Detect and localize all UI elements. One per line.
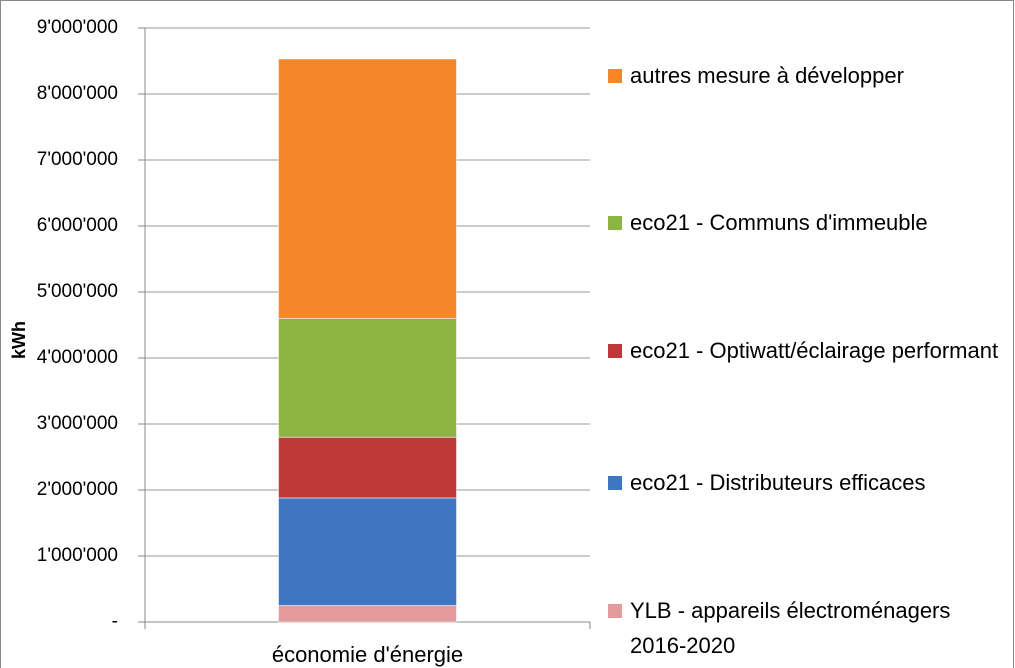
y-tick-label: 8'000'000 (37, 83, 118, 104)
y-tick-label: - (112, 611, 118, 632)
bar-segment (278, 317, 457, 438)
legend-label: autres mesure à développer (630, 63, 904, 88)
y-tick-label: 7'000'000 (37, 149, 118, 170)
legend-entry: YLB - appareils électroménagers 2016-202… (604, 593, 1004, 663)
legend-entry: eco21 - Distributeurs efficaces (604, 465, 1004, 500)
x-tick-label: économie d'énergie (272, 642, 463, 667)
y-tick-label: 1'000'000 (37, 545, 118, 566)
legend-label: eco21 - Optiwatt/éclairage performant (630, 338, 999, 363)
y-tick-label: 2'000'000 (37, 479, 118, 500)
legend-swatch (608, 604, 622, 618)
bar-segment (278, 436, 457, 499)
bar-segment (278, 605, 457, 623)
y-axis-label: kWh (9, 321, 29, 359)
bar-segment (278, 497, 457, 607)
y-tick-label: 3'000'000 (37, 413, 118, 434)
legend-entry: autres mesure à développer (604, 58, 1004, 93)
legend-swatch (608, 69, 622, 83)
legend-swatch (608, 344, 622, 358)
y-tick-label: 4'000'000 (37, 347, 118, 368)
legend-swatch (608, 476, 622, 490)
y-tick-label: 9'000'000 (37, 17, 118, 38)
y-tick-label: 5'000'000 (37, 281, 118, 302)
bar-segment (278, 58, 457, 319)
legend-swatch (608, 216, 622, 230)
legend-label: eco21 - Distributeurs efficaces (630, 470, 926, 495)
legend-label: eco21 - Communs d'immeuble (630, 210, 928, 235)
legend-entry: eco21 - Communs d'immeuble (604, 205, 1004, 240)
y-tick-label: 6'000'000 (37, 215, 118, 236)
legend-entry: eco21 - Optiwatt/éclairage performant (604, 333, 1004, 368)
legend-label: YLB - appareils électroménagers 2016-202… (630, 598, 951, 658)
